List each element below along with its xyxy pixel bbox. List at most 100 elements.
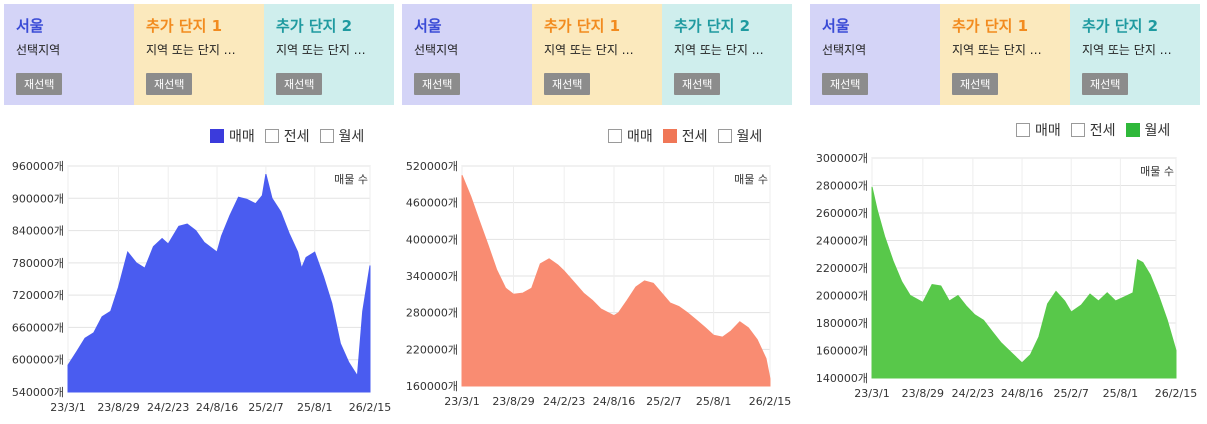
- selection-extra-1[interactable]: 추가 단지 1 지역 또는 단지 … 재선택: [134, 4, 264, 105]
- y-tick-label: 180000개: [816, 317, 868, 330]
- selection-title: 추가 단지 2: [1082, 17, 1159, 35]
- x-tick-label: 24/2/23: [952, 387, 994, 400]
- y-tick-label: 520000개: [406, 160, 458, 173]
- selection-seoul[interactable]: 서울 선택지역 재선택: [402, 4, 532, 105]
- checkbox[interactable]: [319, 129, 334, 143]
- selection-title: 추가 단지 2: [276, 17, 353, 35]
- selection-subtitle: 선택지역: [414, 43, 459, 57]
- selection-title: 추가 단지 2: [674, 17, 751, 35]
- legend-jeonse[interactable]: 전세: [1070, 120, 1116, 140]
- area-series: [871, 186, 1177, 379]
- y-tick-label: 460000개: [406, 197, 458, 210]
- legend-label: 매매: [1035, 123, 1061, 139]
- area-series: [67, 173, 371, 393]
- selection-title: 서울: [414, 17, 442, 35]
- x-tick-label: 24/8/16: [196, 401, 238, 414]
- reselect-button[interactable]: 재선택: [146, 73, 193, 95]
- y-tick-label: 540000개: [12, 386, 64, 399]
- selection-header: 서울 선택지역 재선택 추가 단지 1 지역 또는 단지 … 재선택 추가 단지…: [4, 4, 394, 105]
- checkbox[interactable]: [717, 129, 732, 143]
- reselect-button[interactable]: 재선택: [822, 73, 869, 95]
- checkbox[interactable]: [1125, 123, 1140, 137]
- reselect-button[interactable]: 재선택: [544, 73, 591, 95]
- chart-legend: 매매 전세 월세: [1016, 120, 1170, 140]
- area-chart: 160000개 220000개 280000개 340000개 400000개 46000…: [406, 160, 791, 408]
- legend-label: 매매: [627, 129, 653, 145]
- y-tick-label: 140000개: [816, 372, 868, 385]
- legend-label: 전세: [1089, 123, 1116, 139]
- selection-extra-1[interactable]: 추가 단지 1 지역 또는 단지 … 재선택: [940, 4, 1070, 105]
- x-tick-label: 25/8/1: [696, 395, 731, 408]
- y-tick-label: 400000개: [406, 233, 458, 246]
- legend-sale[interactable]: 매매: [1016, 120, 1061, 140]
- selection-title: 추가 단지 1: [544, 17, 621, 35]
- x-tick-label: 24/8/16: [593, 395, 635, 408]
- selection-title: 추가 단지 1: [146, 17, 223, 35]
- x-tick-label: 23/8/29: [97, 401, 139, 414]
- selection-seoul[interactable]: 서울 선택지역 재선택: [4, 4, 134, 105]
- x-tick-label: 23/3/1: [50, 401, 85, 414]
- chart-panel-2: 서울 선택지역 재선택 추가 단지 1 지역 또는 단지 … 재선택 추가 단지…: [402, 0, 795, 424]
- legend-jeonse[interactable]: 전세: [264, 126, 310, 146]
- chart-legend: 매매 전세 월세: [210, 126, 364, 146]
- legend-label: 월세: [1144, 123, 1171, 139]
- chart-annotation: 매물 수: [1140, 165, 1174, 178]
- legend-monthly-rent[interactable]: 월세: [717, 126, 763, 146]
- y-tick-label: 220000개: [406, 343, 458, 356]
- x-tick-label: 26/2/15: [349, 401, 391, 414]
- checkbox[interactable]: [662, 129, 677, 143]
- legend-label: 월세: [338, 129, 365, 145]
- y-tick-label: 720000개: [12, 289, 64, 302]
- x-tick-label: 25/2/7: [646, 395, 681, 408]
- reselect-button[interactable]: 재선택: [16, 73, 63, 95]
- x-tick-label: 23/8/29: [492, 395, 534, 408]
- area-series: [461, 175, 771, 387]
- selection-extra-2[interactable]: 추가 단지 2 지역 또는 단지 … 재선택: [264, 4, 394, 105]
- reselect-button[interactable]: 재선택: [276, 73, 323, 95]
- selection-title: 추가 단지 1: [952, 17, 1029, 35]
- x-tick-label: 25/2/7: [1053, 387, 1088, 400]
- checkbox[interactable]: [264, 129, 279, 143]
- x-tick-label: 26/2/15: [749, 395, 791, 408]
- checkbox[interactable]: [608, 129, 622, 143]
- legend-sale[interactable]: 매매: [608, 126, 653, 146]
- x-tick-label: 23/3/1: [444, 395, 479, 408]
- legend-sale[interactable]: 매매: [210, 126, 255, 146]
- y-tick-label: 200000개: [816, 290, 868, 303]
- checkbox[interactable]: [210, 129, 224, 143]
- chart-legend: 매매 전세 월세: [608, 126, 762, 146]
- legend-jeonse[interactable]: 전세: [662, 126, 708, 146]
- x-tick-label: 24/8/16: [1001, 387, 1043, 400]
- legend-label: 월세: [736, 129, 763, 145]
- selection-extra-2[interactable]: 추가 단지 2 지역 또는 단지 … 재선택: [1070, 4, 1200, 105]
- chart-panel-3: 서울 선택지역 재선택 추가 단지 1 지역 또는 단지 … 재선택 추가 단지…: [810, 0, 1203, 424]
- legend-label: 전세: [283, 129, 310, 145]
- selection-seoul[interactable]: 서울 선택지역 재선택: [810, 4, 940, 105]
- selection-header: 서울 선택지역 재선택 추가 단지 1 지역 또는 단지 … 재선택 추가 단지…: [810, 4, 1200, 105]
- reselect-button[interactable]: 재선택: [952, 73, 999, 95]
- legend-monthly-rent[interactable]: 월세: [1125, 120, 1171, 140]
- y-tick-label: 660000개: [12, 321, 64, 334]
- checkbox[interactable]: [1070, 123, 1085, 137]
- selection-extra-2[interactable]: 추가 단지 2 지역 또는 단지 … 재선택: [662, 4, 792, 105]
- reselect-button[interactable]: 재선택: [674, 73, 721, 95]
- legend-label: 매매: [229, 129, 255, 145]
- reselect-button[interactable]: 재선택: [1082, 73, 1129, 95]
- x-tick-label: 24/2/23: [543, 395, 585, 408]
- y-tick-label: 160000개: [816, 345, 868, 358]
- selection-extra-1[interactable]: 추가 단지 1 지역 또는 단지 … 재선택: [532, 4, 662, 105]
- reselect-button[interactable]: 재선택: [414, 73, 461, 95]
- selection-header: 서울 선택지역 재선택 추가 단지 1 지역 또는 단지 … 재선택 추가 단지…: [402, 4, 792, 105]
- checkbox[interactable]: [1016, 123, 1030, 137]
- x-tick-label: 24/2/23: [147, 401, 189, 414]
- y-tick-label: 960000개: [12, 160, 64, 173]
- selection-subtitle: 선택지역: [16, 43, 61, 57]
- legend-monthly-rent[interactable]: 월세: [319, 126, 365, 146]
- y-tick-label: 280000개: [816, 180, 868, 193]
- y-tick-label: 260000개: [816, 207, 868, 220]
- x-tick-label: 26/2/15: [1155, 387, 1197, 400]
- y-tick-label: 900000개: [12, 192, 64, 205]
- area-chart: 540000개 600000개 660000개 720000개 780000개 84000…: [12, 160, 391, 414]
- selection-subtitle: 지역 또는 단지 …: [146, 43, 236, 57]
- selection-subtitle: 지역 또는 단지 …: [674, 43, 764, 57]
